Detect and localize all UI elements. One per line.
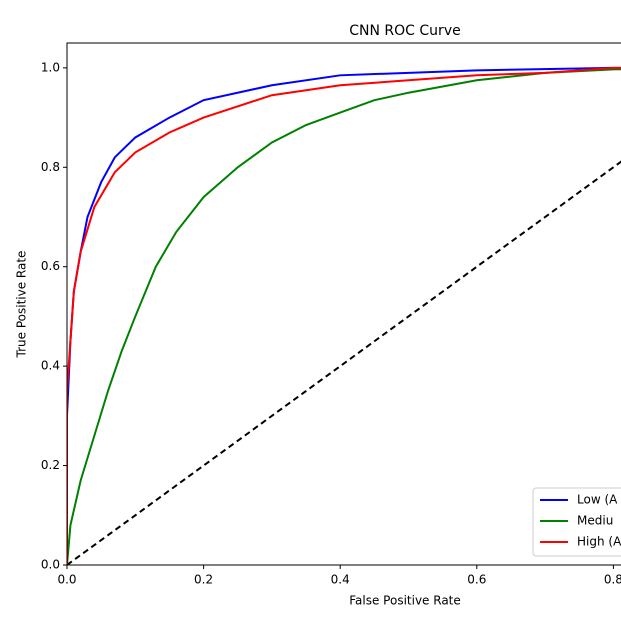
axes-frame	[66, 42, 621, 566]
plot-area	[67, 66, 621, 565]
x-tick-label: 0.0	[57, 573, 76, 587]
y-tick-label: 0.8	[41, 160, 60, 174]
y-tick-label: 0.2	[41, 458, 60, 472]
y-tick-label: 0.4	[41, 359, 60, 373]
roc-line	[67, 68, 621, 565]
legend: Low (A Mediu High (A	[532, 487, 621, 557]
roc-line	[67, 66, 621, 565]
x-tick-label: 0.8	[604, 573, 621, 587]
y-axis-label: True Positive Rate	[15, 251, 29, 359]
y-tick-label: 0.0	[41, 558, 60, 572]
chart-title: CNN ROC Curve	[349, 23, 460, 39]
x-axis-label: False Positive Rate	[349, 594, 461, 608]
y-tick-label: 0.6	[41, 259, 60, 273]
legend-label: Mediu	[577, 514, 613, 528]
legend-box	[532, 487, 621, 557]
x-tick-label: 0.4	[331, 573, 350, 587]
x-tick-label: 0.2	[194, 573, 213, 587]
axes: 0.0 0.2 0.4 0.6 0.8 0.0 0.2 0.4 0.6 0.8 1.0	[41, 42, 621, 587]
legend-label: High (A	[577, 535, 621, 549]
reference-line	[67, 160, 621, 565]
y-tick-label: 1.0	[41, 60, 60, 74]
legend-label: Low (A	[577, 493, 618, 507]
x-tick-label: 0.6	[467, 573, 486, 587]
